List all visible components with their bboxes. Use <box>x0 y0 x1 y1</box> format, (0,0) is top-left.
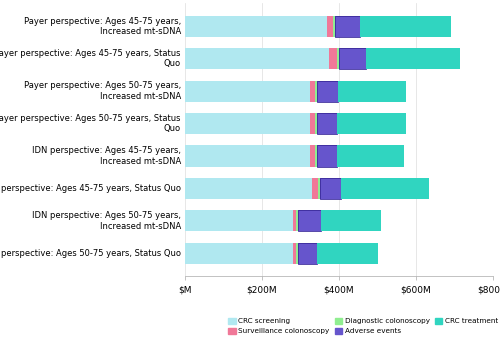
Legend: CRC screening, Surveillance colonoscopy, Diagnostic colonoscopy, Adverse events,: CRC screening, Surveillance colonoscopy,… <box>226 315 500 337</box>
Bar <box>317 146 337 166</box>
Bar <box>317 113 337 134</box>
Bar <box>317 243 378 264</box>
Bar <box>298 210 322 232</box>
Bar <box>322 210 381 232</box>
Bar <box>339 48 365 69</box>
Bar <box>310 146 315 166</box>
Bar <box>316 113 317 134</box>
Bar <box>317 81 338 102</box>
Bar <box>327 16 333 37</box>
Bar <box>185 16 327 37</box>
Bar <box>333 16 336 37</box>
Bar <box>185 210 292 232</box>
Bar <box>320 178 340 199</box>
Bar <box>185 113 310 134</box>
Bar <box>312 178 318 199</box>
Bar <box>185 146 310 166</box>
Bar <box>320 178 340 199</box>
Bar <box>317 113 337 134</box>
Bar <box>292 210 296 232</box>
Bar <box>336 16 360 37</box>
Bar <box>310 81 315 102</box>
Bar <box>298 243 317 264</box>
Bar <box>185 178 312 199</box>
Bar <box>292 243 296 264</box>
Bar <box>185 48 329 69</box>
Bar <box>360 16 450 37</box>
Bar <box>366 48 460 69</box>
Bar <box>338 81 406 102</box>
Bar <box>185 81 310 102</box>
Bar <box>317 81 338 102</box>
Bar <box>185 243 292 264</box>
Bar <box>337 113 406 134</box>
Bar <box>310 113 316 134</box>
Bar <box>329 48 337 69</box>
Bar <box>296 243 298 264</box>
Bar <box>337 48 339 69</box>
Bar <box>317 146 337 166</box>
Bar <box>340 178 429 199</box>
Bar <box>339 48 365 69</box>
Bar <box>315 146 317 166</box>
Bar <box>298 243 317 264</box>
Bar <box>336 16 360 37</box>
Bar <box>298 210 322 232</box>
Bar <box>315 81 317 102</box>
Bar <box>296 210 298 232</box>
Bar <box>337 146 404 166</box>
Bar <box>318 178 320 199</box>
